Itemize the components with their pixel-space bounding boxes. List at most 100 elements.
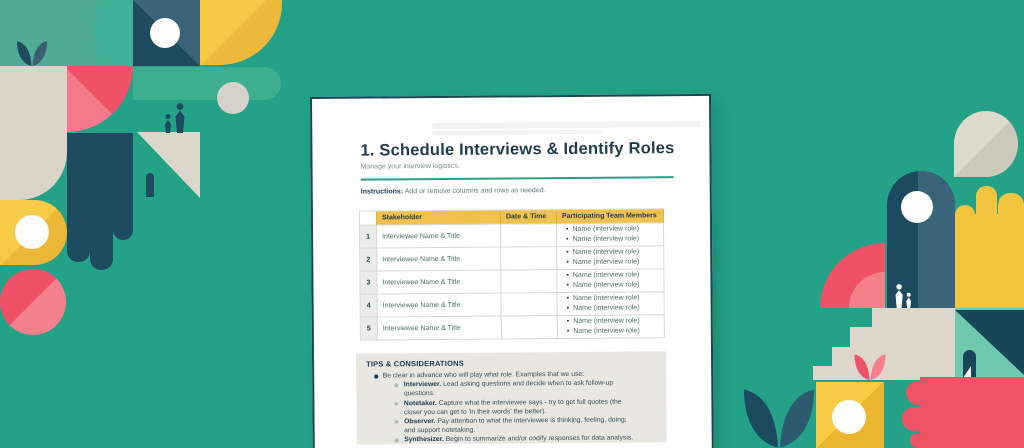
- participant-item: Name (interview role): [567, 293, 640, 304]
- faded-header-line: [432, 120, 701, 130]
- hand-fingers-shape: [67, 133, 90, 262]
- date-time-cell: [501, 270, 558, 294]
- hand-up-finger: [955, 205, 975, 265]
- participants-cell: Name (interview role) Name (interview ro…: [557, 292, 665, 317]
- staircase-shape: [872, 308, 955, 380]
- header-blank-cell: [359, 211, 378, 226]
- tree-scallop-bump: [95, 0, 117, 22]
- plant-icon: [17, 41, 47, 66]
- people-walking-icon: [895, 284, 912, 308]
- page-subtitle: Manage your interview logistics.: [360, 162, 460, 171]
- tulip-icon: [854, 354, 886, 380]
- role-name: Synthesizer.: [404, 436, 444, 444]
- tips-title: TIPS & CONSIDERATIONS: [366, 358, 464, 369]
- sub-bullet-icon: [394, 420, 399, 424]
- sun-pill-shape: [0, 200, 67, 265]
- participants-cell: Name (interview role) Name (interview ro…: [557, 315, 665, 340]
- hand-fingers-shape: [113, 133, 133, 240]
- row-number: 1: [360, 225, 378, 249]
- window-circle-icon: [901, 191, 933, 223]
- header-stakeholder: Stakeholder: [376, 210, 502, 226]
- bullet-dot-icon: [374, 374, 378, 379]
- row-number: 4: [360, 294, 378, 318]
- staircase-step: [832, 347, 851, 380]
- participants-cell: Name (interview role) Name (interview ro…: [557, 269, 665, 294]
- row-number: 5: [360, 317, 378, 341]
- tips-role-text: Synthesizer. Begin to summarize and/or c…: [404, 434, 636, 445]
- sun-tile-shape: [816, 382, 884, 448]
- participant-item: Name (interview role): [567, 316, 640, 327]
- door-icon: [146, 173, 154, 197]
- moon-circle-icon: [150, 18, 180, 48]
- date-time-cell: [501, 316, 558, 340]
- worksheet-page: 1. Schedule Interviews & Identify Roles …: [310, 93, 714, 448]
- page-title: 1. Schedule Interviews & Identify Roles: [360, 139, 675, 160]
- faded-header-line: [432, 129, 603, 136]
- participant-item: Name (interview role): [567, 303, 640, 314]
- sun-circle: [15, 215, 49, 249]
- sun-window-shape: [200, 0, 282, 65]
- role-name: Observer.: [404, 417, 436, 426]
- participant-item: Name (interview role): [566, 224, 639, 235]
- sub-bullet-icon: [394, 383, 398, 388]
- stakeholder-cell: Interviewee Name & Title: [377, 316, 502, 341]
- divider-rule: [360, 176, 674, 181]
- coral-quarter-shape: [67, 66, 133, 132]
- row-number: 2: [360, 248, 378, 272]
- participant-item: Name (interview role): [566, 247, 640, 258]
- row-number: 3: [360, 271, 378, 295]
- date-time-cell: [501, 247, 558, 271]
- instructions-text: Instructions: Add or remove columns and …: [361, 187, 546, 195]
- participant-item: Name (interview role): [566, 280, 640, 291]
- plant-icon: [744, 389, 814, 448]
- role-name: Notetaker.: [403, 399, 437, 407]
- hand-left-finger: [902, 407, 942, 431]
- tips-role-item: Notetaker. Capture what the interviewee …: [394, 397, 656, 417]
- rainbow-inner-ring: [849, 272, 885, 308]
- instructions-body: Add or remove columns and rows as needed…: [403, 187, 546, 196]
- teal-band-shape: [133, 67, 281, 100]
- schedule-table: Stakeholder Date & Time Participating Te…: [358, 208, 665, 341]
- tower-arch-icon: [887, 171, 955, 308]
- berry-circle-shape: [0, 269, 66, 335]
- door-icon: [963, 350, 976, 378]
- date-time-cell: [501, 293, 558, 317]
- header-date-time: Date & Time: [500, 210, 558, 225]
- tips-role-item: Synthesizer. Begin to summarize and/or c…: [394, 433, 657, 445]
- instructions-label: Instructions:: [360, 188, 404, 196]
- header-participants: Participating Team Members: [556, 209, 665, 225]
- participants-cell: Name (interview role) Name (interview ro…: [557, 223, 665, 248]
- role-name: Interviewer.: [403, 381, 442, 389]
- night-tile: [133, 0, 200, 66]
- staircase-step: [813, 366, 833, 380]
- stakeholder-cell: Interviewee Name & Title: [377, 247, 502, 272]
- gray-circle-shape: [217, 82, 249, 114]
- role-description: Begin to summarize and/or codify respons…: [445, 434, 634, 444]
- tree-scallop-bump: [91, 18, 113, 40]
- participant-item: Name (interview role): [567, 326, 640, 337]
- hand-left-finger: [906, 381, 946, 405]
- stakeholder-cell: Interviewee Name & Title: [377, 224, 502, 249]
- tips-role-item: Interviewer. Lead asking questions and d…: [394, 378, 656, 398]
- hand-up-finger: [998, 193, 1024, 253]
- role-description: Capture what the interviewee says - try …: [403, 398, 622, 416]
- stakeholder-cell: Interviewee Name & Title: [377, 270, 502, 295]
- participant-item: Name (interview role): [566, 234, 640, 245]
- sun-circle: [832, 400, 866, 434]
- hand-up-finger: [976, 186, 997, 246]
- hand-fingers-shape: [90, 133, 113, 270]
- role-description: Pay attention to what the interviewee is…: [404, 416, 627, 435]
- participant-item: Name (interview role): [566, 257, 640, 268]
- sub-bullet-icon: [394, 401, 398, 406]
- beige-blob-shape: [0, 66, 67, 200]
- tips-role-text: Notetaker. Capture what the interviewee …: [404, 397, 636, 417]
- door-highlight: [963, 366, 971, 378]
- tips-role-item: Observer. Pay attention to what the inte…: [394, 415, 657, 435]
- tips-role-text: Interviewer. Lead asking questions and d…: [404, 379, 636, 399]
- staircase-step: [850, 327, 873, 380]
- participants-cell: Name (interview role) Name (interview ro…: [557, 246, 665, 271]
- participant-item: Name (interview role): [566, 270, 640, 281]
- date-time-cell: [501, 224, 558, 248]
- rainbow-quarter-shape: [820, 243, 885, 308]
